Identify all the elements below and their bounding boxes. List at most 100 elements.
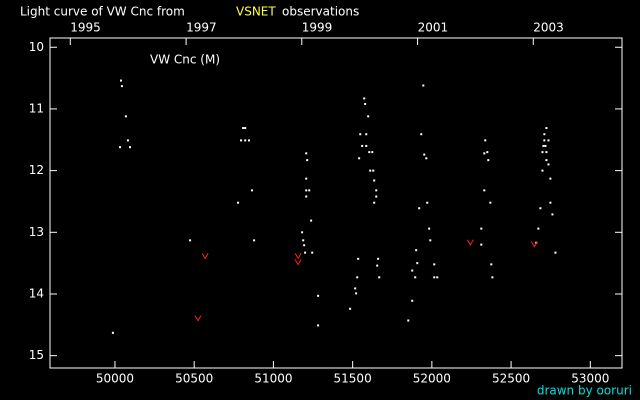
upper-limit-marker (294, 259, 302, 266)
data-point (237, 201, 240, 204)
chart-title: observations (282, 5, 359, 19)
x-tick-label: 51500 (334, 372, 372, 386)
data-point (111, 331, 114, 334)
x-tick-label: 52500 (492, 372, 530, 386)
x-tick-label: 51000 (254, 372, 292, 386)
data-point (378, 276, 381, 279)
data-point (549, 177, 552, 180)
data-point (126, 139, 129, 142)
y-tick-label: 12 (29, 163, 44, 177)
data-point (541, 151, 544, 154)
data-point (480, 243, 483, 246)
data-point (367, 115, 370, 118)
plot-frame (49, 37, 623, 369)
data-point (311, 251, 314, 254)
data-point (545, 159, 548, 162)
data-point (253, 239, 256, 242)
upper-limit-marker (194, 315, 202, 322)
data-point (377, 257, 380, 260)
data-point (407, 319, 410, 322)
y-tick-label: 11 (29, 101, 44, 115)
data-point (483, 152, 486, 155)
data-point (372, 169, 375, 172)
data-point (305, 195, 308, 198)
data-point (368, 151, 371, 154)
data-point (547, 139, 550, 142)
data-point (124, 115, 127, 118)
data-point (483, 189, 486, 192)
data-point (301, 231, 304, 234)
y-tick-label: 14 (29, 286, 44, 300)
data-point (349, 307, 352, 310)
x-tick-label: 50000 (96, 372, 134, 386)
data-point (428, 227, 431, 230)
data-point (358, 157, 361, 160)
data-point (317, 324, 320, 327)
data-point (354, 287, 357, 290)
data-point (244, 139, 247, 142)
data-point (489, 201, 492, 204)
chart-title: Light curve of VW Cnc from (20, 5, 185, 19)
data-point (545, 127, 548, 130)
data-point (411, 299, 414, 302)
data-point (365, 133, 368, 136)
data-point (120, 85, 123, 88)
data-point (422, 84, 425, 87)
data-point (433, 263, 436, 266)
data-point (303, 244, 306, 247)
data-point (355, 292, 358, 295)
x-tick-label: 52000 (413, 372, 451, 386)
upper-limit-marker (294, 253, 302, 260)
data-point (414, 276, 417, 279)
data-point (189, 239, 192, 242)
data-point (305, 189, 308, 192)
data-point (310, 219, 313, 222)
data-point (426, 201, 429, 204)
x-tick-label: 53000 (571, 372, 609, 386)
data-point (302, 239, 305, 242)
x2-tick-label: 2001 (418, 21, 449, 35)
data-point (357, 257, 360, 260)
data-point (244, 127, 247, 130)
data-point (491, 276, 494, 279)
credit: drawn by ooruri (537, 384, 632, 398)
data-point (317, 294, 320, 297)
data-point (433, 276, 436, 279)
data-point (543, 133, 546, 136)
chart-title-highlight: VSNET (236, 5, 276, 19)
data-point (304, 251, 307, 254)
data-point (365, 144, 368, 147)
data-point (251, 189, 254, 192)
data-point (484, 139, 487, 142)
data-point (425, 157, 428, 160)
data-point (305, 177, 308, 180)
data-point (371, 151, 374, 154)
data-point (240, 139, 243, 142)
upper-limit-marker (201, 253, 209, 260)
data-point (375, 195, 378, 198)
data-point (490, 263, 493, 266)
data-point (119, 146, 122, 149)
data-point (373, 201, 376, 204)
upper-limit-marker (466, 239, 474, 246)
data-point (544, 144, 547, 147)
data-point (305, 152, 308, 155)
data-point (361, 144, 364, 147)
data-point (248, 139, 251, 142)
y-tick-label: 15 (29, 348, 44, 362)
data-point (373, 179, 376, 182)
annotation: VW Cnc (M) (150, 53, 220, 67)
data-point (487, 159, 490, 162)
data-point (429, 239, 432, 242)
data-point (480, 227, 483, 230)
data-point (547, 163, 550, 166)
data-point (539, 207, 542, 210)
data-point (537, 227, 540, 230)
data-point (542, 144, 545, 147)
data-point (541, 169, 544, 172)
data-point (375, 189, 378, 192)
y-tick-label: 10 (29, 40, 44, 54)
data-point (416, 262, 419, 265)
